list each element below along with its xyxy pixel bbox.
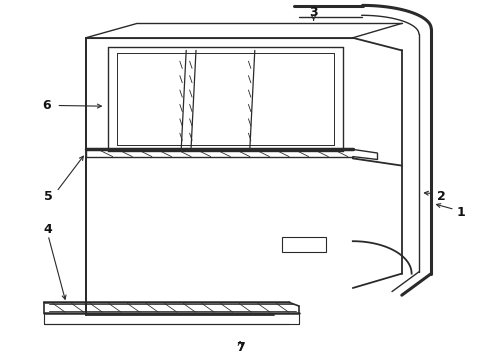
Text: 3: 3: [309, 6, 318, 19]
Text: 4: 4: [44, 223, 52, 236]
Text: 2: 2: [437, 190, 445, 203]
Text: 7: 7: [236, 341, 245, 354]
Text: 1: 1: [456, 206, 465, 219]
Text: 6: 6: [42, 99, 51, 112]
Bar: [282, 237, 326, 252]
Text: 5: 5: [44, 190, 52, 203]
